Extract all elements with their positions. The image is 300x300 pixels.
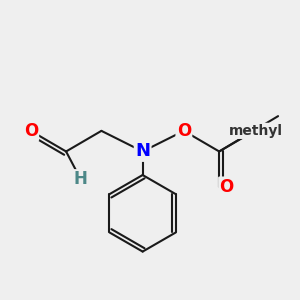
Text: N: N [135, 142, 150, 160]
Text: O: O [177, 122, 191, 140]
Text: O: O [24, 122, 38, 140]
Text: H: H [74, 170, 88, 188]
Text: O: O [219, 178, 234, 196]
Text: methyl: methyl [229, 124, 283, 138]
